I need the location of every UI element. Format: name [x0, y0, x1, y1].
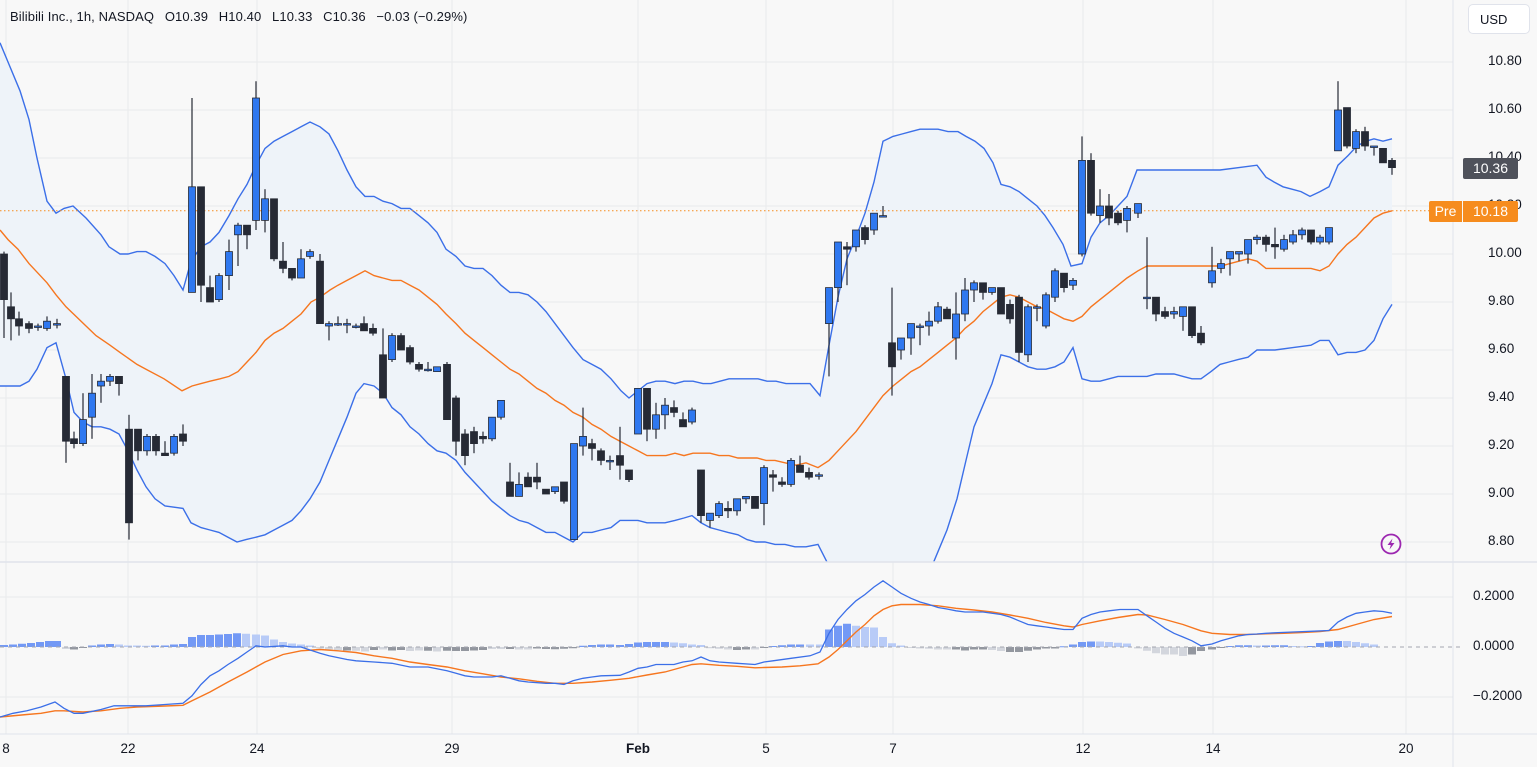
time-axis-label: 22	[120, 741, 136, 756]
lightning-icon[interactable]	[1380, 533, 1402, 555]
last-price-badge: 10.36	[1463, 158, 1518, 179]
macd-axis-label: −0.2000	[1473, 688, 1523, 703]
time-axis-label: 24	[249, 741, 265, 756]
macd-histogram	[0, 623, 1460, 656]
candlestick-series[interactable]	[0, 81, 1396, 541]
bollinger-lower	[0, 304, 1393, 562]
currency-button[interactable]: USD	[1468, 4, 1530, 34]
macd-line	[0, 580, 1393, 718]
time-axis-label: 7	[889, 741, 897, 756]
price-axis-label: 9.40	[1488, 389, 1515, 404]
time-axis-label: 14	[1205, 741, 1221, 756]
price-change: −0.03 (−0.29%)	[376, 9, 468, 24]
price-axis-label: 10.00	[1488, 245, 1522, 260]
bollinger-upper	[0, 42, 1393, 399]
premarket-price-badge: 10.18	[1463, 201, 1518, 222]
ohlc-open: O10.39	[164, 9, 209, 24]
price-axis-label: 10.80	[1488, 53, 1522, 68]
price-axis-label: 8.80	[1488, 533, 1515, 548]
bollinger-band-lines	[0, 42, 1393, 562]
symbol-title[interactable]: Bilibili Inc., 1h, NASDAQ	[10, 9, 155, 24]
symbol-legend: Bilibili Inc., 1h, NASDAQ O10.39 H10.40 …	[10, 9, 474, 24]
bollinger-band-fill	[0, 42, 1392, 562]
time-axis-label: 29	[444, 741, 460, 756]
price-axis-label: 10.60	[1488, 101, 1522, 116]
ohlc-low: L10.33	[272, 9, 313, 24]
macd-lines	[0, 580, 1393, 718]
price-axis-label: 9.00	[1488, 485, 1515, 500]
time-axis-label: Feb	[625, 741, 651, 756]
price-axis-label: 9.80	[1488, 293, 1515, 308]
price-axis-label: 9.60	[1488, 341, 1515, 356]
bollinger-basis	[0, 210, 1393, 469]
macd-axis-label: 0.0000	[1473, 638, 1515, 653]
macd-axis-label: 0.2000	[1473, 588, 1515, 603]
time-axis-label: 8	[2, 741, 10, 756]
time-axis-label: 12	[1075, 741, 1091, 756]
price-axis-label: 9.20	[1488, 437, 1515, 452]
time-axis-label: 5	[762, 741, 770, 756]
ohlc-high: H10.40	[218, 9, 262, 24]
time-axis-label: 20	[1398, 741, 1414, 756]
premarket-tag: Pre	[1429, 201, 1462, 222]
signal-line	[0, 603, 1393, 718]
ohlc-close: C10.36	[323, 9, 366, 24]
